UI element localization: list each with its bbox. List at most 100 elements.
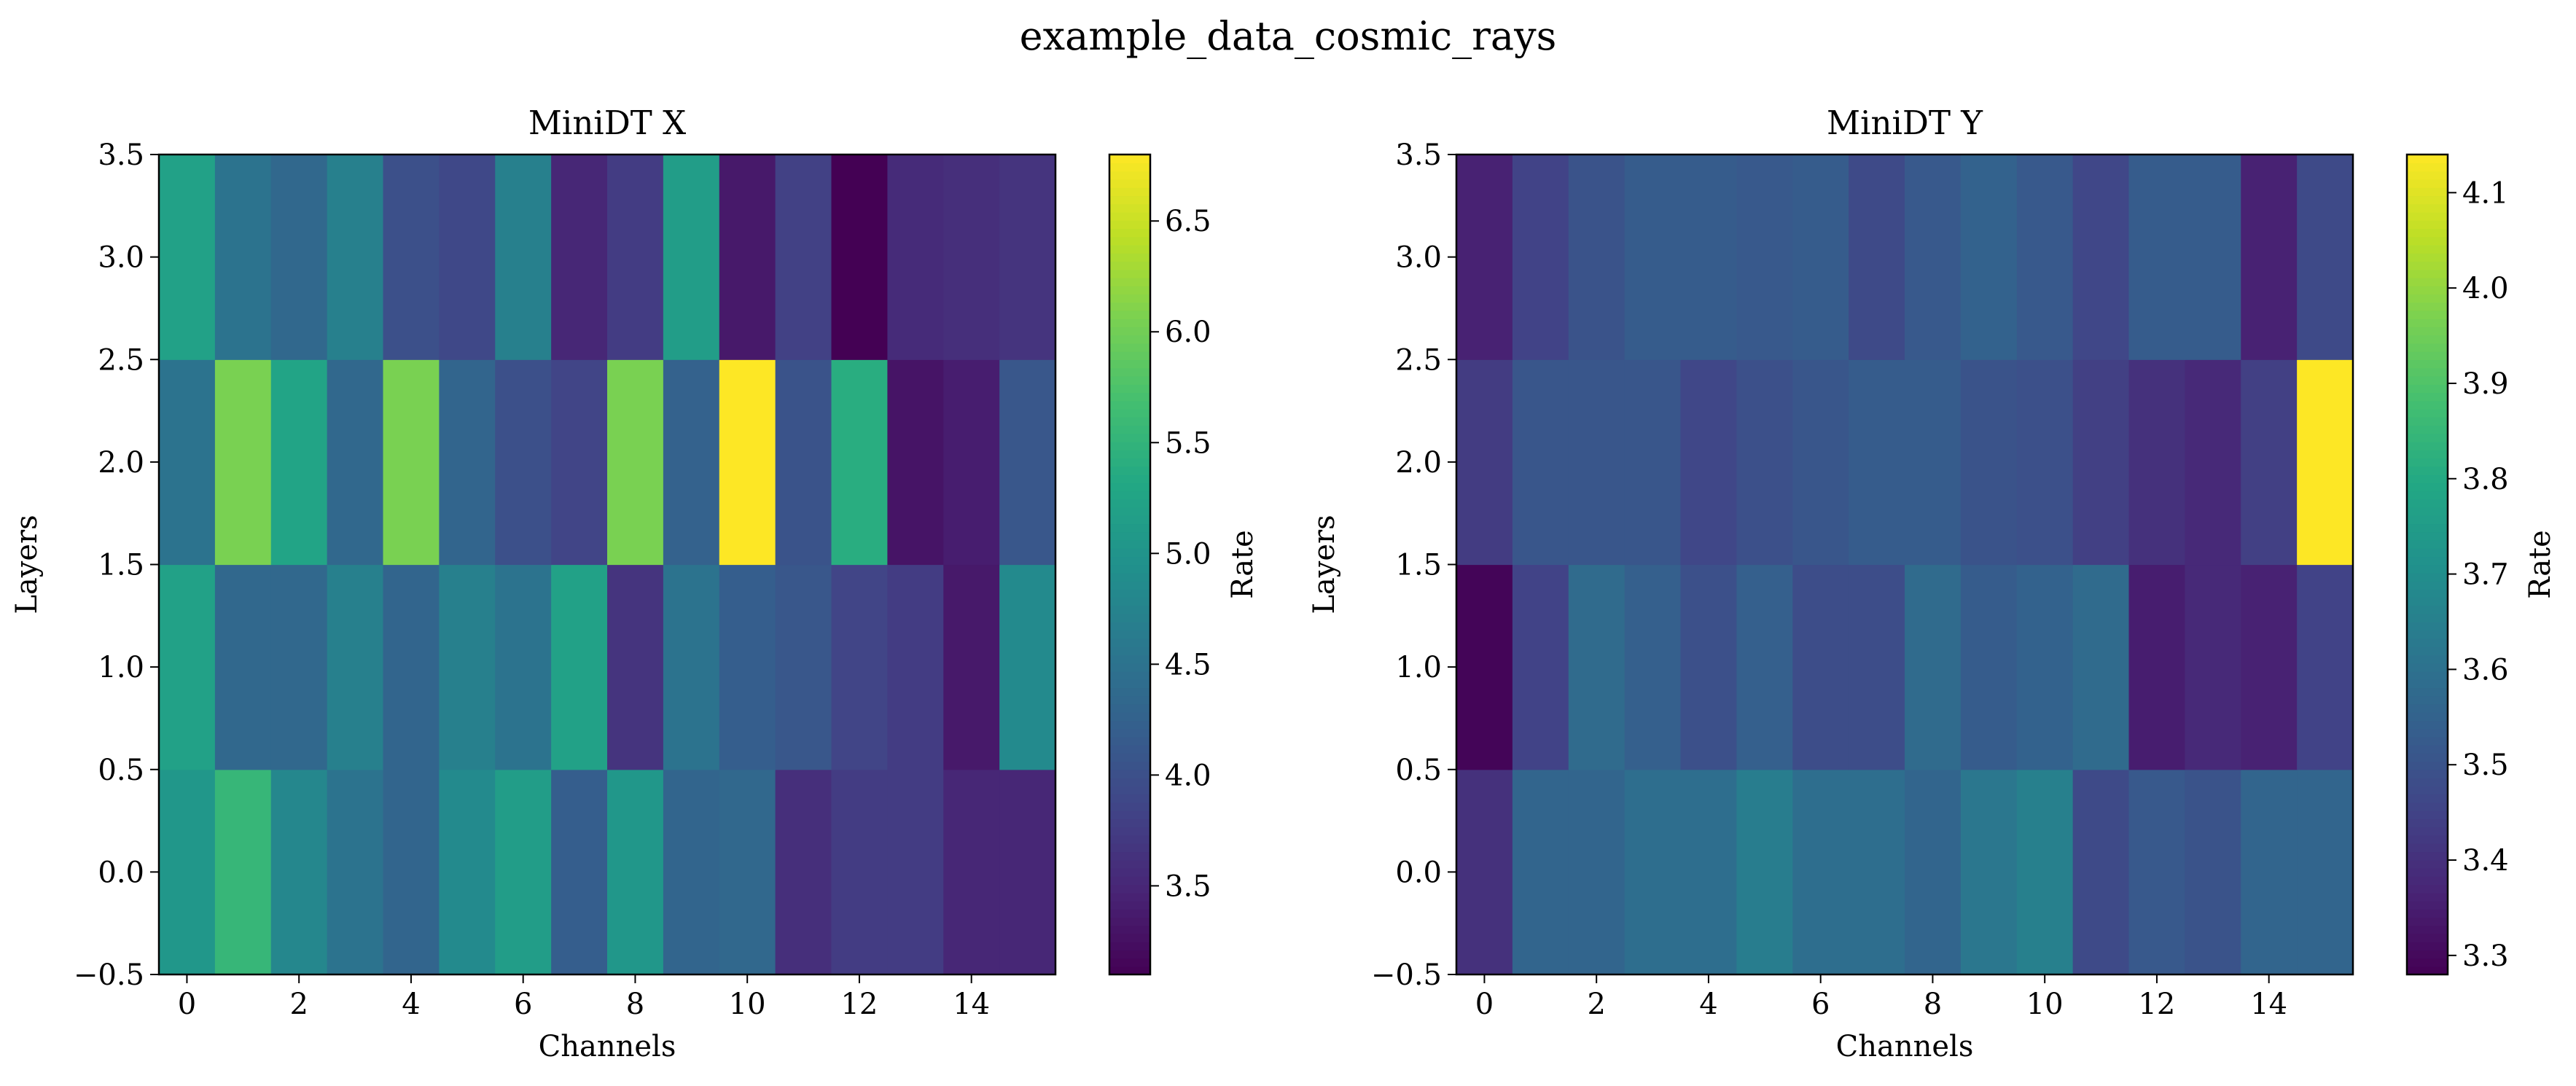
colorbar-segment — [1109, 843, 1150, 853]
colorbar-segment — [1109, 187, 1150, 197]
colorbar-segment — [2407, 687, 2448, 697]
colorbar-segment — [1109, 867, 1150, 877]
heatmap-cell — [607, 769, 664, 975]
heatmap-cell — [1680, 155, 1737, 360]
colorbar-segment — [2407, 556, 2448, 566]
colorbar-segment — [1109, 228, 1150, 238]
colorbar-segment — [1109, 351, 1150, 361]
colorbar-segment — [1109, 327, 1150, 336]
heatmap-cell — [719, 155, 776, 360]
colorbar-segment — [1109, 745, 1150, 754]
heatmap-cell — [999, 564, 1056, 770]
colorbar-segment — [2407, 294, 2448, 303]
heatmap-cell — [1736, 359, 1793, 566]
heatmap-cell — [719, 769, 776, 975]
colorbar-segment — [2407, 703, 2448, 713]
heatmap-cell — [551, 155, 608, 360]
colorbar-segment — [2407, 572, 2448, 582]
colorbar-segment — [2407, 769, 2448, 778]
colorbar-segment — [1109, 179, 1150, 188]
heatmap-cell — [2297, 564, 2354, 770]
colorbar-segment — [2407, 950, 2448, 959]
colorbar-segment — [2407, 450, 2448, 459]
heatmap-cell — [1792, 359, 1849, 566]
colorbar-tick-label: 6.0 — [1165, 316, 1211, 349]
heatmap-cell — [1568, 359, 1625, 566]
colorbar-segment — [1109, 736, 1150, 746]
colorbar-segment — [1109, 400, 1150, 410]
heatmap-cell — [270, 769, 328, 975]
y-tick-label: 3.5 — [98, 138, 144, 172]
colorbar-segment — [1109, 491, 1150, 500]
colorbar-segment — [1109, 679, 1150, 689]
heatmap-cell — [214, 769, 272, 975]
colorbar-segment — [1109, 433, 1150, 442]
colorbar-segment — [1109, 425, 1150, 434]
colorbar-segment — [2407, 155, 2448, 164]
y-tick-label: 2.0 — [98, 446, 144, 480]
colorbar-segment — [2407, 597, 2448, 606]
heatmap-cell — [2072, 155, 2130, 360]
colorbar-segment — [1109, 909, 1150, 918]
colorbar-segment — [2407, 203, 2448, 213]
colorbar-segment — [1109, 761, 1150, 770]
heatmap-cell — [831, 155, 888, 360]
y-tick-label: 1.0 — [98, 651, 144, 684]
colorbar-segment — [1109, 408, 1150, 418]
y-tick-label: 1.5 — [98, 549, 144, 582]
x-tick-label: 2 — [289, 988, 308, 1021]
colorbar-label: Rate — [2524, 530, 2557, 599]
heatmap-cell — [999, 769, 1056, 975]
heatmap-cell — [2016, 155, 2074, 360]
colorbar-segment — [2407, 933, 2448, 942]
colorbar-segment — [1109, 917, 1150, 926]
colorbar-segment — [2407, 851, 2448, 861]
heatmap-cell — [943, 155, 1000, 360]
heatmap-cell — [327, 359, 384, 566]
colorbar-segment — [1109, 778, 1150, 787]
heatmap-cell — [383, 769, 440, 975]
colorbar-segment — [2407, 425, 2448, 434]
colorbar-segment — [2407, 343, 2448, 352]
colorbar-segment — [1109, 335, 1150, 344]
colorbar-segment — [1109, 687, 1150, 697]
colorbar-segment — [2407, 966, 2448, 975]
heatmap-cell — [719, 564, 776, 770]
heatmap-cell — [1792, 155, 1849, 360]
colorbar-segment — [1109, 720, 1150, 730]
colorbar-segment — [1109, 458, 1150, 467]
colorbar-segment — [1109, 286, 1150, 295]
colorbar-segment — [2407, 286, 2448, 295]
colorbar-segment — [1109, 835, 1150, 844]
colorbar-segment — [1109, 203, 1150, 213]
colorbar-segment — [1109, 523, 1150, 533]
colorbar-segment — [2407, 171, 2448, 180]
colorbar-segment — [1109, 966, 1150, 975]
heatmap-cell — [1456, 564, 1513, 770]
heatmap-cell — [663, 564, 720, 770]
colorbar-segment — [2407, 646, 2448, 656]
colorbar-segment — [1109, 876, 1150, 886]
heatmap-cell — [887, 359, 944, 566]
heatmap-cell — [1624, 155, 1682, 360]
heatmap-cell — [2072, 769, 2130, 975]
colorbar-segment — [2407, 712, 2448, 722]
heatmap-cell — [2128, 359, 2185, 566]
heatmap-cell — [1624, 359, 1682, 566]
colorbar-segment — [1109, 933, 1150, 942]
colorbar-segment — [2407, 187, 2448, 197]
heatmap-cell — [775, 769, 832, 975]
colorbar-segment — [2407, 942, 2448, 951]
colorbar-segment — [1109, 359, 1150, 369]
colorbar-segment — [1109, 638, 1150, 647]
heatmap-cell — [1568, 769, 1625, 975]
heatmap-cell — [2241, 564, 2298, 770]
heatmap-cell — [1960, 155, 2018, 360]
colorbar-segment — [2407, 867, 2448, 877]
heatmap-cell — [1905, 155, 1962, 360]
heatmap-cell — [495, 564, 552, 770]
y-tick-label: 2.5 — [1395, 343, 1442, 377]
colorbar-segment — [2407, 892, 2448, 902]
y-tick-label: 0.5 — [1395, 754, 1442, 787]
colorbar-segment — [1109, 810, 1150, 820]
